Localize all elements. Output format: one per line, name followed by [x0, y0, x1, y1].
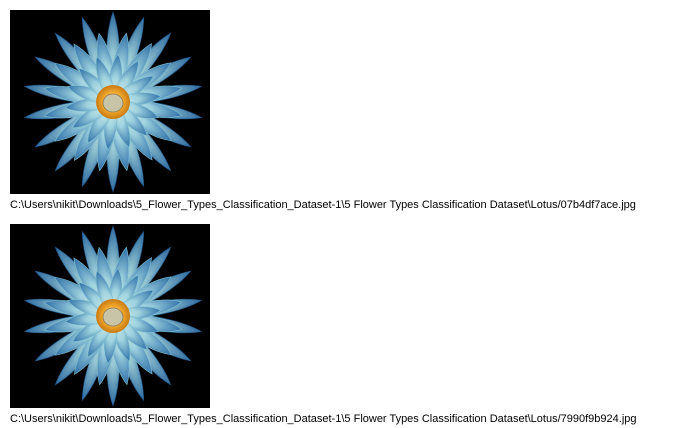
flower-core: [102, 93, 124, 113]
lotus-image: [10, 224, 210, 408]
image-path-caption: C:\Users\nikit\Downloads\5_Flower_Types_…: [10, 199, 636, 211]
flower-core: [102, 307, 124, 327]
result-entry: C:\Users\nikit\Downloads\5_Flower_Types_…: [10, 224, 700, 426]
image-path-caption: C:\Users\nikit\Downloads\5_Flower_Types_…: [10, 413, 637, 425]
lotus-image: [10, 10, 210, 194]
result-entry: C:\Users\nikit\Downloads\5_Flower_Types_…: [10, 10, 700, 212]
flower-image: [10, 224, 210, 408]
flower-image: [10, 10, 210, 194]
